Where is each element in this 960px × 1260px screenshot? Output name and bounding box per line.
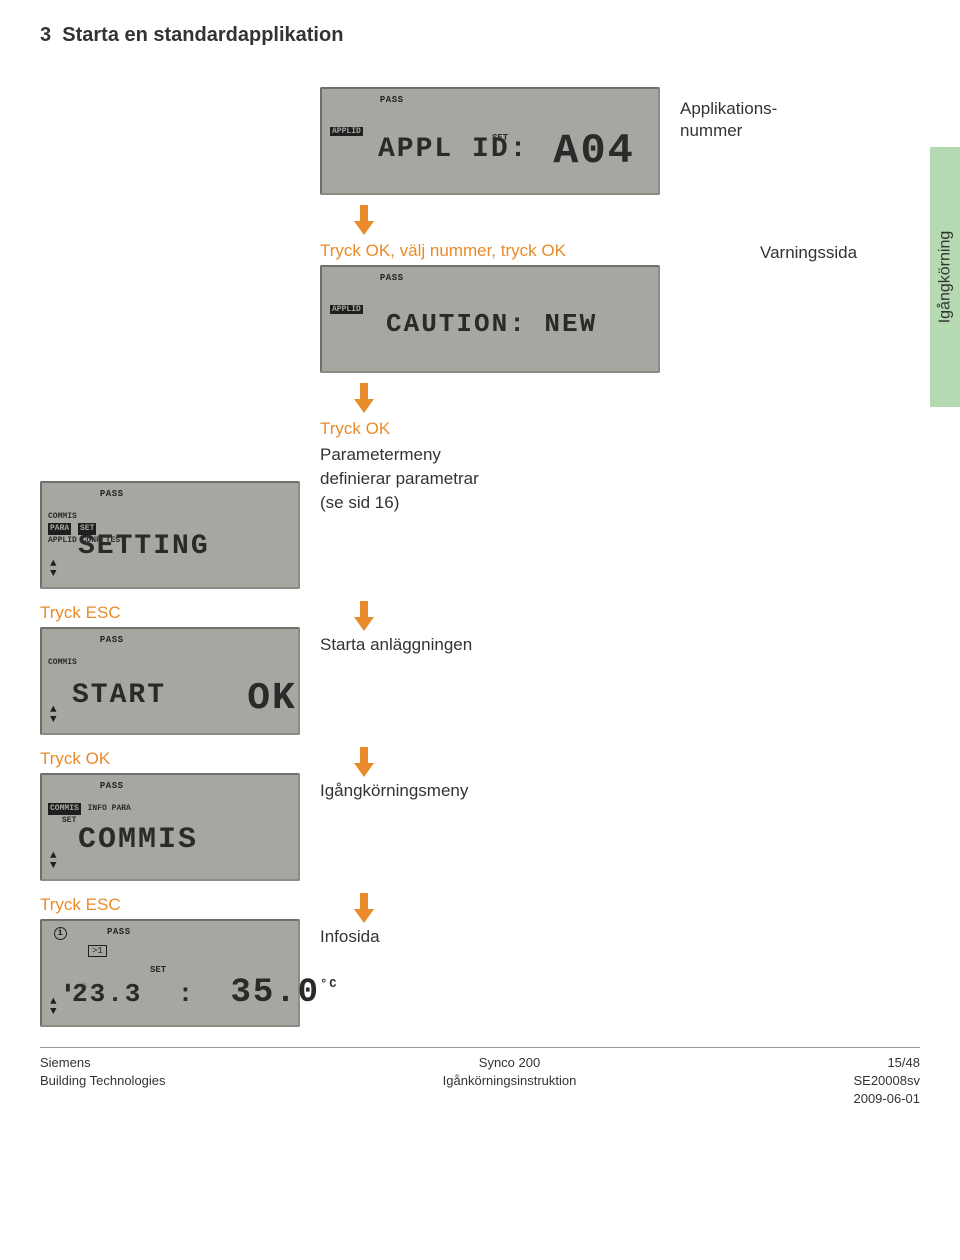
lcd-applid-tag-2: APPLID [330,305,363,314]
footer-doc: SE20008sv [853,1072,920,1090]
lcd-start: . PASS COMMIS ▲▼ START OK [40,627,300,735]
tryck-ok-label-2: Tryck OK [40,749,320,769]
section-heading: 3 Starta en standardapplikation [40,24,920,47]
footer-bt: Building Technologies [40,1072,166,1090]
arrow-down-icon-5 [350,893,378,923]
arrow-down-icon [350,205,378,235]
lcd-start-sidelabels: COMMIS [48,657,77,669]
lcd-pass-label-5: PASS [100,781,124,791]
footer-page: 15/48 [853,1054,920,1072]
lcd-a04: A04 [547,127,635,175]
infosida-label: Infosida [320,927,380,947]
lcd-caution: . PASS APPLID CAUTION: NEW [320,265,660,373]
lcd-pass-label-2: PASS [380,273,404,283]
lcd-pass-label: PASS [380,95,404,105]
footer-synco: Synco 200 [443,1054,577,1072]
side-tab: Igångkörning [930,147,960,407]
tryck-esc-label-2: Tryck ESC [40,895,320,915]
footer-siemens: Siemens [40,1054,166,1072]
arrow-down-icon-3 [350,601,378,631]
lcd-start-text: START [72,680,166,711]
se-sid-label: (se sid 16) [320,493,399,513]
lcd-pass-label-4: PASS [100,635,124,645]
lcd-applid-tag: APPLID [330,127,363,136]
lcd-setting-sidelabels: COMMIS PARA SET APPLID CONF TEST [48,511,125,547]
section-title-text: Starta en standardapplikation [62,24,343,46]
lcd-setting: . PASS COMMIS PARA SET APPLID CONF TEST … [40,481,300,589]
arrow-down-icon-4 [350,747,378,777]
footer-instr: Igånkörningsinstruktion [443,1072,577,1090]
lcd-set-label-2: SET [150,965,166,975]
parametermeny-label: Parametermeny [320,445,441,465]
definierar-label: definierar parametrar [320,469,479,489]
lcd-degc: °C [320,977,338,991]
tryck-ok-label-1: Tryck OK [320,419,390,439]
applikationsnummer-l2: nummer [680,121,920,141]
page-footer: Siemens Building Technologies Synco 200 … [40,1047,920,1108]
lcd-gt1: >1 [88,945,107,957]
info-icon: i [54,927,67,940]
footer-date: 2009-06-01 [853,1090,920,1108]
lcd-ok-text: OK [241,677,297,720]
varningssida-label: Varningssida [680,243,920,263]
lcd-temp2: 35.0 [230,974,320,1012]
starta-anl-label: Starta anläggningen [320,635,472,655]
tryck-esc-label-1: Tryck ESC [40,603,320,623]
lcd-caution-text: CAUTION: NEW [330,283,650,341]
section-number: 3 [40,24,51,46]
igangkorningsmeny-label: Igångkörningsmeny [320,781,468,801]
lcd-info: i PASS >1 SET ▮ ☀ ▲▼ 23.3 : 35.0°C [40,919,300,1027]
applikationsnummer-l1: Applikations- [680,99,920,119]
side-tab-label: Igångkörning [936,231,954,324]
lcd-pass-label-3: PASS [100,489,124,499]
lcd-appl-id: . PASS APPLID SET APPL ID: A04 [320,87,660,195]
lcd-commis: . PASS COMMIS INFO PARA SET ▲▼ COMMIS [40,773,300,881]
arrow-down-icon-2 [350,383,378,413]
lcd-pass-label-6: PASS [107,927,131,940]
tryck-ok-valj-label: Tryck OK, välj nummer, tryck OK [320,241,566,261]
lcd-commis-sidelabels: COMMIS INFO PARA SET [48,803,131,827]
lcd-set-label: SET [492,133,508,143]
